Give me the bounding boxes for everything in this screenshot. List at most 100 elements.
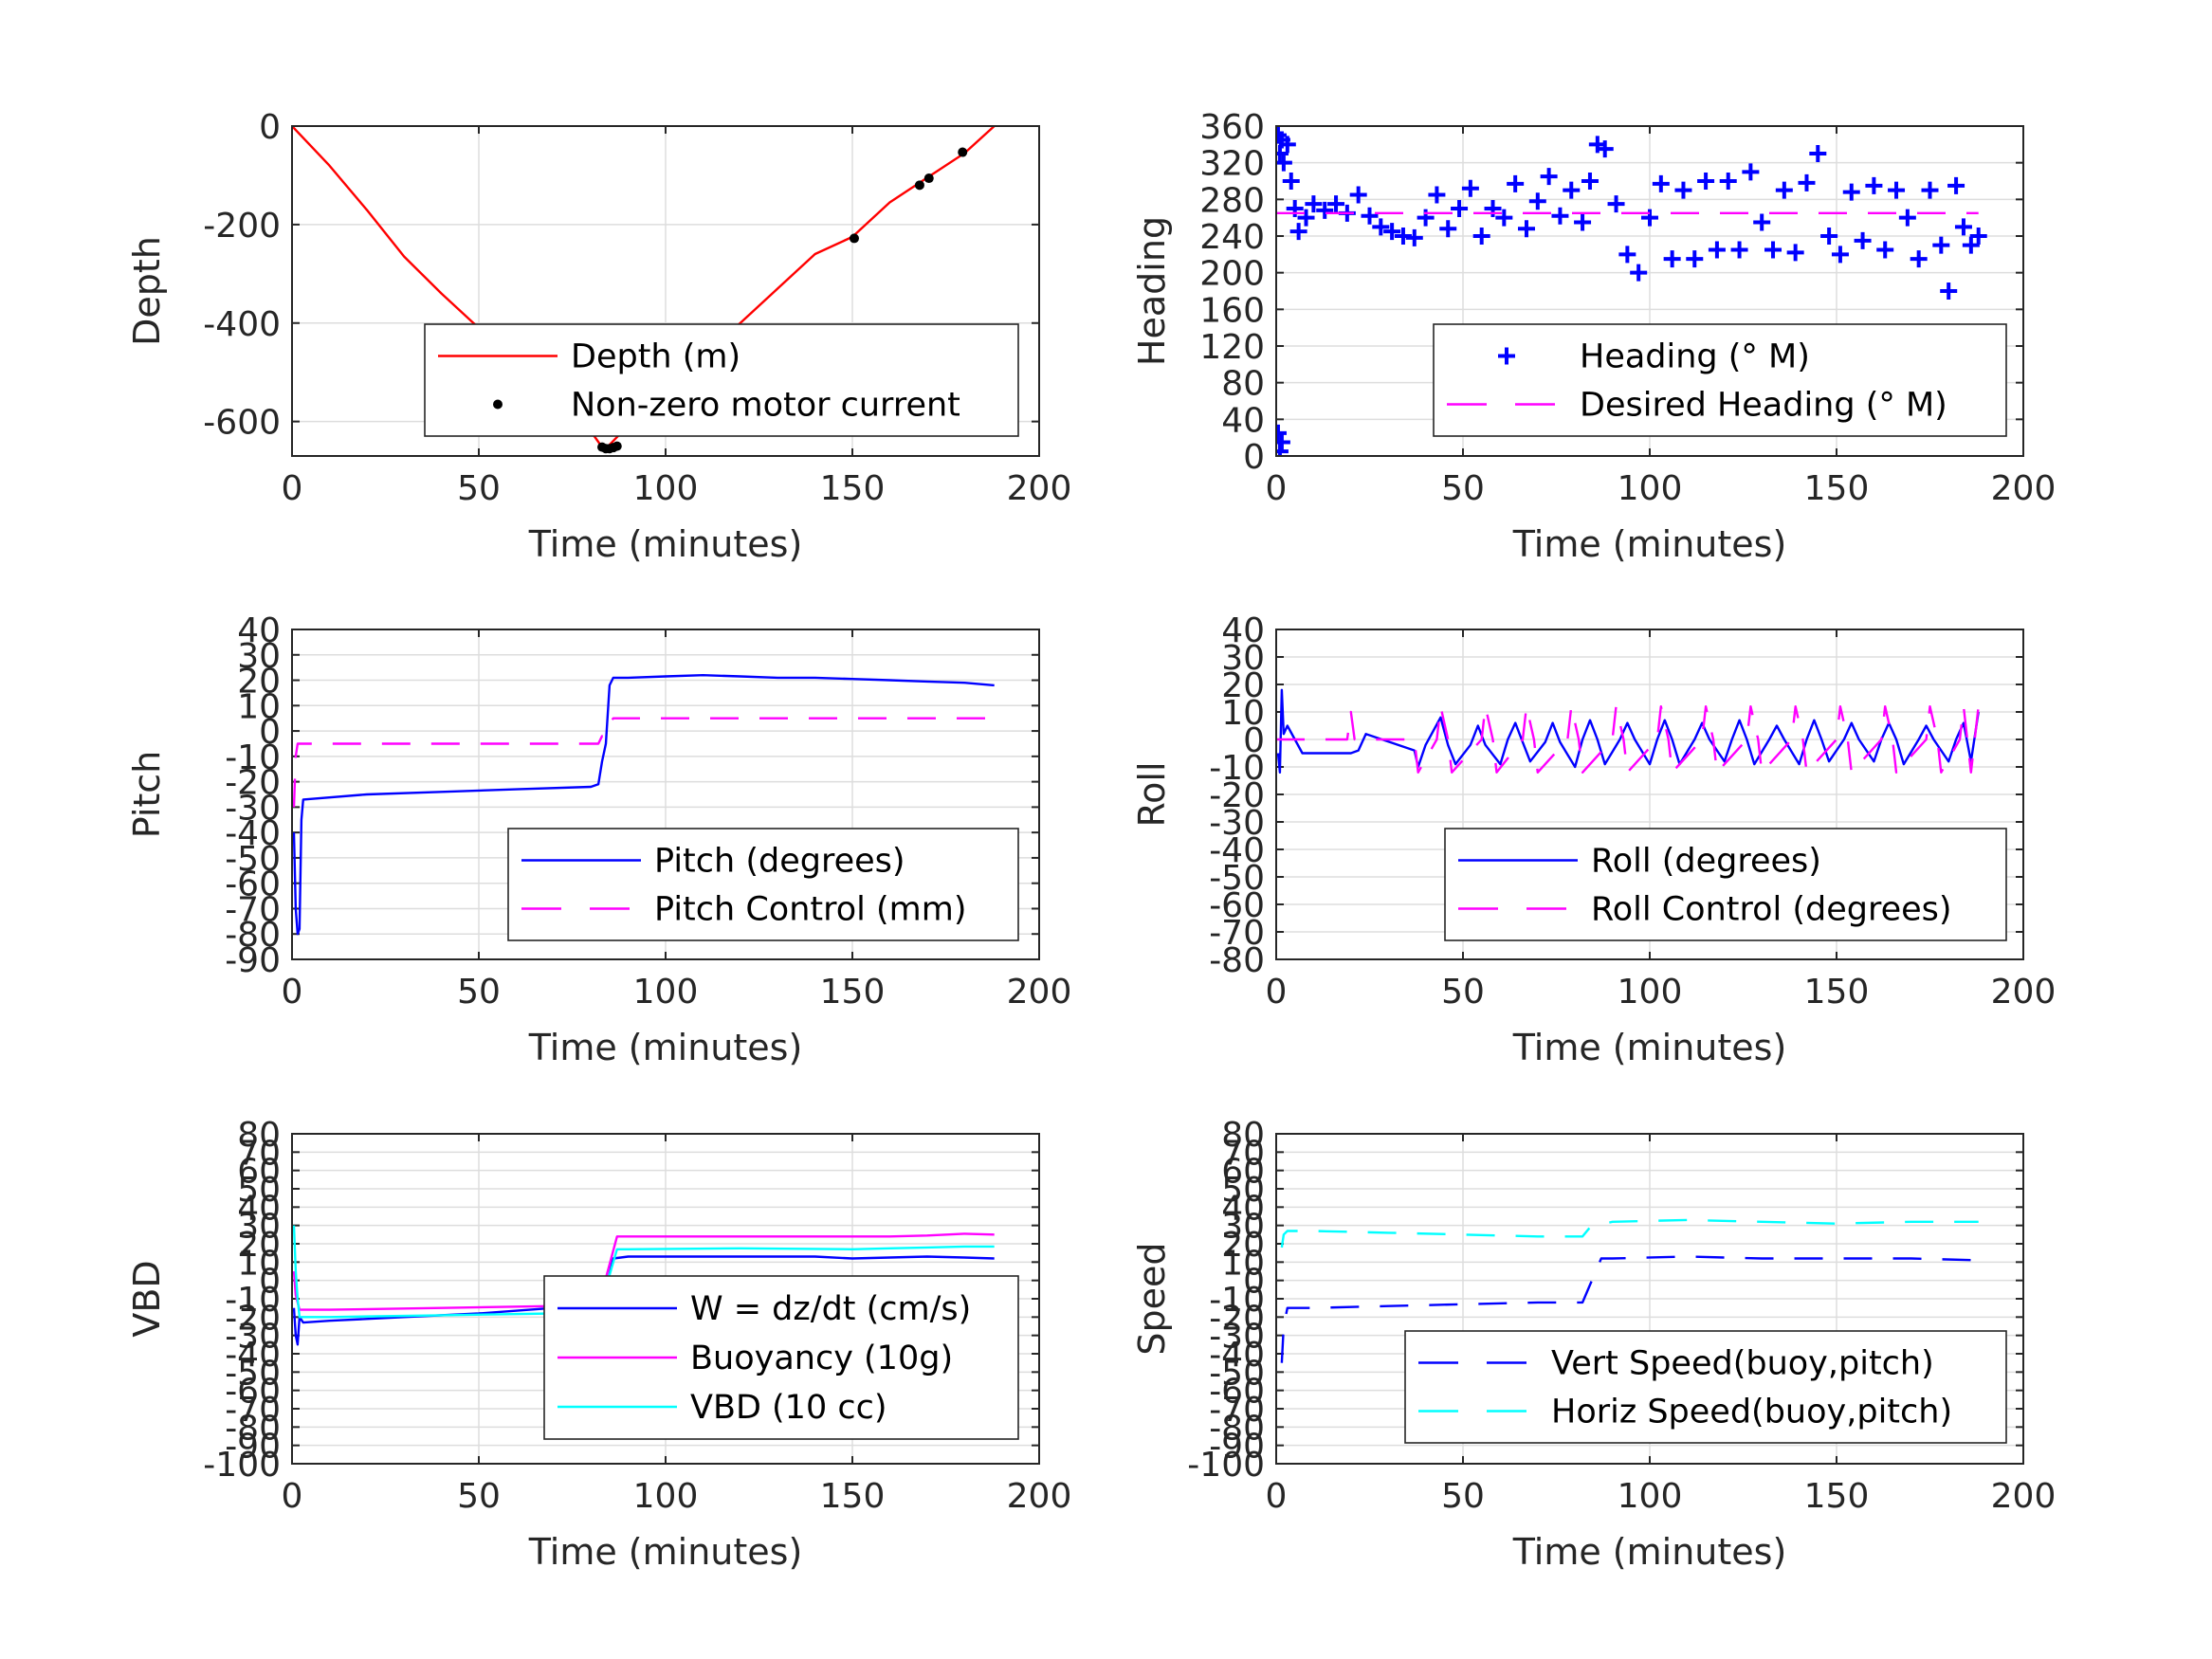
x-tick-label: 200 — [1991, 469, 2057, 508]
plot-area — [1276, 126, 1987, 456]
x-tick-label: 50 — [457, 469, 501, 508]
series-roll-degrees-line — [1276, 688, 1980, 774]
y-axis-label: Speed — [1131, 1242, 1173, 1355]
y-tick-label: -40 — [225, 1336, 281, 1375]
axes-frame — [291, 629, 1040, 960]
series-heading-m-point — [1563, 181, 1581, 199]
series-heading-m-point — [1361, 207, 1379, 225]
y-tick-label: -10 — [1209, 749, 1265, 788]
y-tick-label: 0 — [1243, 1263, 1265, 1302]
series-depth-m-line — [292, 126, 996, 450]
y-tick-label: -60 — [1209, 1373, 1265, 1412]
y-axis-label: Heading — [1131, 216, 1173, 366]
x-tick-label: 0 — [1266, 469, 1288, 508]
y-tick-label: -30 — [1209, 1318, 1265, 1357]
y-tick-label: -60 — [225, 866, 281, 904]
panel-2: 0 50 100 150 20004080120160200240280320360Ti… — [1131, 108, 2056, 565]
y-tick-label: 10 — [1221, 1244, 1265, 1283]
x-tick-label: 150 — [1804, 973, 1870, 1012]
series-heading-m-point — [1898, 209, 1916, 227]
y-tick-label: -600 — [203, 404, 281, 443]
y-tick-label: 80 — [237, 1116, 281, 1155]
y-tick-label: -20 — [1209, 776, 1265, 815]
y-tick-label: 60 — [237, 1153, 281, 1192]
y-tick-label: -50 — [225, 1354, 281, 1393]
series-heading-m-point — [1798, 173, 1816, 191]
series-heading-m-point — [1574, 213, 1592, 231]
series-heading-m-point — [1451, 200, 1469, 217]
series-heading-m-point — [1947, 176, 1965, 194]
plot-area — [292, 674, 995, 936]
y-tick-label: -70 — [225, 1391, 281, 1430]
series-heading-m-point — [1820, 228, 1838, 245]
axes-frame — [1275, 125, 2024, 457]
series-heading-m-point — [1289, 223, 1307, 241]
y-tick-label: 120 — [1199, 328, 1265, 367]
panel-5: 0 50 100 150 200-100-90-80-70-60-50-40-30-20… — [126, 1116, 1071, 1573]
y-tick-label: -40 — [1209, 831, 1265, 870]
series-heading-m-point — [1405, 228, 1423, 246]
y-tick-label: -80 — [225, 1409, 281, 1448]
series-heading-m-point — [1428, 186, 1446, 204]
series-non-zero-motor-current-point — [849, 233, 859, 244]
x-tick-label: 0 — [282, 1477, 303, 1516]
series-heading-m-point — [1596, 140, 1614, 158]
y-axis-label: Depth — [126, 236, 168, 346]
x-tick-label: 50 — [1441, 973, 1485, 1012]
panel-3: 0 50 100 150 200-90-80-70-60-50-40-30-20-100… — [126, 611, 1071, 1068]
legend-box — [507, 828, 1019, 941]
x-axis-label: Time (minutes) — [528, 1531, 803, 1573]
series-heading-m-point — [1495, 209, 1513, 227]
y-tick-label: 40 — [1221, 401, 1265, 440]
y-tick-label: -10 — [1209, 1281, 1265, 1320]
series-vert-speed-buoy-pitch-line — [1280, 1255, 1979, 1363]
series-heading-m-point — [1540, 168, 1558, 186]
series-heading-m-point — [1297, 209, 1315, 227]
series-heading-m-point — [1730, 241, 1748, 259]
legend-box — [1433, 323, 2007, 437]
series-buoyancy-10g-line — [292, 1232, 995, 1311]
series-horiz-speed-buoy-pitch-line — [1280, 1218, 1979, 1249]
series-heading-m-point — [1663, 250, 1681, 268]
y-tick-label: 50 — [1221, 1171, 1265, 1210]
series-heading-m-point — [1910, 250, 1928, 268]
legend: Vert Speed(buoy,pitch) Horiz Speed(buoy,p… — [1404, 1330, 2007, 1444]
series-heading-m-point — [1349, 186, 1367, 204]
y-tick-label: -90 — [225, 1428, 281, 1467]
x-tick-label: 200 — [1007, 469, 1072, 508]
y-tick-label: 200 — [1199, 255, 1265, 294]
y-tick-label: -70 — [225, 890, 281, 929]
x-tick-label: 100 — [1618, 1477, 1683, 1516]
y-tick-label: -70 — [1209, 1391, 1265, 1430]
x-axis-label: Time (minutes) — [528, 523, 803, 565]
legend: Roll (degrees) Roll Control (degrees) — [1444, 828, 2007, 941]
legend-label: Buoyancy (10g) — [690, 1340, 953, 1377]
x-tick-label: 0 — [282, 469, 303, 508]
legend-marker — [493, 399, 503, 410]
legend-label: Depth (m) — [571, 338, 740, 376]
series-heading-m-point — [1327, 195, 1345, 213]
series-heading-m-point — [1842, 183, 1860, 201]
series-heading-m-point — [1316, 201, 1334, 219]
series-heading-m-point — [1865, 176, 1883, 194]
legend-label: Pitch (degrees) — [654, 843, 905, 881]
y-tick-label: -10 — [225, 1281, 281, 1320]
y-tick-label: -80 — [1209, 1409, 1265, 1448]
plot-area — [1276, 688, 1980, 774]
y-tick-label: -90 — [1209, 1428, 1265, 1467]
legend-marker — [1498, 347, 1515, 365]
x-tick-label: 100 — [1618, 469, 1683, 508]
series-heading-m-point — [1831, 246, 1849, 264]
y-tick-label: -50 — [225, 840, 281, 879]
series-heading-m-point — [1742, 163, 1760, 181]
y-tick-label: 320 — [1199, 145, 1265, 184]
series-heading-m-point — [1278, 136, 1296, 154]
y-tick-label: 160 — [1199, 291, 1265, 330]
series-heading-m-point — [1517, 220, 1535, 238]
x-tick-label: 150 — [1804, 1477, 1870, 1516]
series-heading-m-point — [1630, 264, 1648, 282]
y-tick-label: 30 — [1221, 639, 1265, 678]
x-axis-label: Time (minutes) — [1512, 523, 1787, 565]
series-non-zero-motor-current-point — [914, 180, 924, 191]
